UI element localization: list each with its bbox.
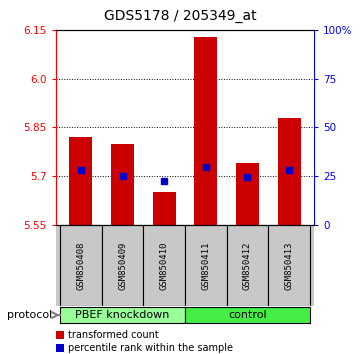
Text: PBEF knockdown: PBEF knockdown [75, 310, 170, 320]
Text: GSM850408: GSM850408 [77, 241, 86, 290]
Bar [236, 163, 259, 225]
Text: GSM850410: GSM850410 [160, 241, 169, 290]
Text: control: control [228, 310, 267, 320]
FancyBboxPatch shape [143, 225, 185, 306]
Text: transformed count: transformed count [68, 330, 158, 340]
Text: protocol: protocol [7, 310, 52, 320]
Text: GSM850411: GSM850411 [201, 241, 210, 290]
Bar [278, 118, 301, 225]
FancyBboxPatch shape [185, 307, 310, 323]
Bar [153, 192, 176, 225]
FancyBboxPatch shape [102, 225, 143, 306]
FancyBboxPatch shape [60, 307, 185, 323]
Text: GDS5178 / 205349_at: GDS5178 / 205349_at [104, 9, 257, 23]
FancyBboxPatch shape [185, 225, 227, 306]
FancyBboxPatch shape [227, 225, 268, 306]
FancyBboxPatch shape [60, 225, 102, 306]
FancyBboxPatch shape [268, 225, 310, 306]
Text: GSM850412: GSM850412 [243, 241, 252, 290]
Text: percentile rank within the sample: percentile rank within the sample [68, 343, 232, 353]
Text: GSM850413: GSM850413 [284, 241, 293, 290]
Bar [111, 144, 134, 225]
Bar [194, 36, 217, 225]
Bar [69, 137, 92, 225]
Text: GSM850409: GSM850409 [118, 241, 127, 290]
